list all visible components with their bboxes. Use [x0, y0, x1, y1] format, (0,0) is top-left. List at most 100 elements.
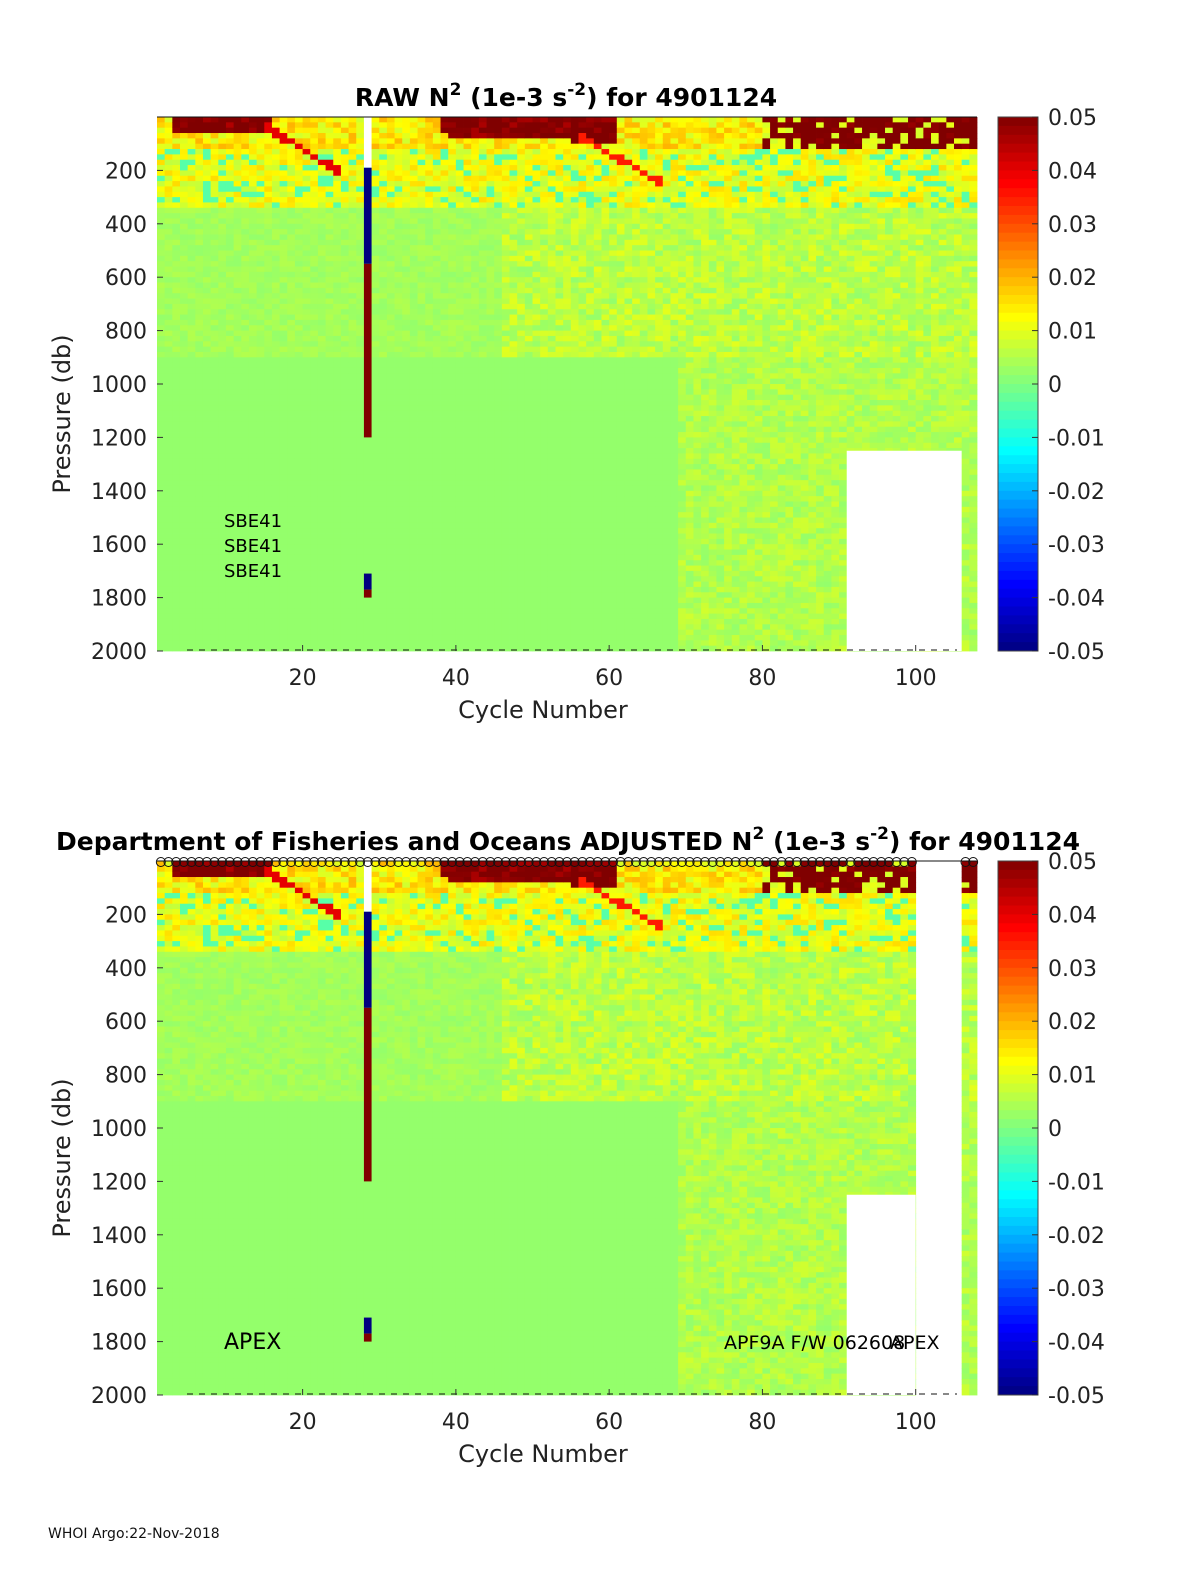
heatmap-cell [448, 490, 457, 497]
heatmap-cell [271, 645, 281, 652]
heatmap-cell [287, 346, 296, 353]
heatmap-cell [371, 170, 380, 177]
heatmap-cell [317, 234, 326, 241]
heatmap-cell [524, 480, 533, 486]
heatmap-cell [501, 250, 510, 257]
heatmap-cell [448, 640, 457, 647]
heatmap-cell [524, 405, 533, 412]
heatmap-cell [310, 186, 319, 193]
heatmap-cell [310, 410, 319, 417]
heatmap-cell [402, 341, 411, 348]
heatmap-cell [494, 261, 503, 267]
heatmap-cell [333, 448, 342, 454]
heatmap-cell [218, 239, 227, 246]
heatmap-cell [417, 624, 426, 631]
heatmap-cell [348, 544, 357, 550]
heatmap-cell [394, 394, 403, 401]
heatmap-cell [455, 464, 464, 470]
heatmap-cell [317, 629, 326, 636]
heatmap-cell [195, 287, 204, 294]
heatmap-cell [417, 480, 426, 486]
heatmap-cell [310, 570, 319, 577]
heatmap-cell [371, 303, 380, 310]
heatmap-cell [509, 245, 518, 251]
heatmap-cell [179, 624, 189, 631]
heatmap-cell [256, 426, 265, 433]
heatmap-cell [325, 271, 334, 278]
heatmap-cell [448, 335, 457, 342]
heatmap-cell [340, 400, 349, 406]
heatmap-cell [256, 533, 265, 540]
heatmap-cell [164, 405, 173, 412]
heatmap-cell [248, 416, 258, 422]
heatmap-cell [340, 143, 349, 150]
heatmap-cell [294, 239, 303, 246]
heatmap-cell [471, 576, 480, 582]
heatmap-cell [348, 143, 357, 150]
heatmap-cell [333, 277, 342, 283]
heatmap-cell [225, 287, 235, 294]
heatmap-cell [356, 565, 365, 572]
heatmap-cell [417, 149, 426, 155]
heatmap-cell [241, 528, 250, 534]
heatmap-cell [202, 576, 212, 582]
heatmap-cell [440, 528, 449, 534]
heatmap-cell [494, 634, 503, 641]
heatmap-cell [356, 330, 365, 337]
heatmap-cell [494, 581, 503, 588]
heatmap-cell [356, 143, 365, 150]
heatmap-cell [432, 138, 441, 145]
heatmap-cell [425, 405, 434, 412]
heatmap-cell [471, 202, 480, 209]
heatmap-cell [501, 122, 510, 129]
heatmap-cell [202, 133, 212, 139]
heatmap-cell [248, 255, 258, 262]
heatmap-cell [218, 389, 227, 396]
heatmap-cell [532, 480, 541, 486]
heatmap-cell [448, 586, 457, 593]
heatmap-cell [294, 544, 303, 550]
heatmap-cell [279, 400, 288, 406]
heatmap-cell [241, 432, 250, 438]
heatmap-cell [509, 474, 518, 481]
heatmap-cell [340, 480, 349, 486]
heatmap-cell [210, 453, 219, 460]
heatmap-cell [333, 143, 342, 150]
heatmap-cell [310, 373, 319, 380]
heatmap-cell [210, 624, 219, 631]
heatmap-cell [402, 325, 411, 331]
heatmap-cell [356, 277, 365, 283]
heatmap-cell [294, 618, 303, 625]
heatmap-cell [532, 154, 541, 161]
heatmap-cell [225, 341, 235, 348]
heatmap-cell [455, 570, 464, 577]
heatmap-cell [279, 384, 288, 390]
heatmap-cell [455, 458, 464, 465]
heatmap-cell [256, 613, 265, 620]
heatmap-cell [325, 464, 334, 470]
heatmap-cell [532, 186, 541, 193]
heatmap-cell [325, 469, 334, 476]
heatmap-cell [157, 255, 166, 262]
heatmap-cell [264, 618, 273, 625]
heatmap-cell [509, 175, 518, 182]
heatmap-cell [287, 309, 296, 315]
heatmap-cell [179, 629, 189, 636]
heatmap-cell [256, 453, 265, 460]
heatmap-cell [524, 207, 533, 214]
heatmap-cell [425, 469, 434, 476]
heatmap-cell [225, 127, 235, 134]
heatmap-cell [287, 175, 296, 182]
heatmap-cell [187, 378, 196, 385]
heatmap-cell [348, 602, 357, 609]
heatmap-cell [333, 528, 342, 534]
heatmap-cell [225, 165, 235, 171]
heatmap-cell [417, 271, 426, 278]
heatmap-cell [486, 485, 495, 492]
heatmap-cell [448, 613, 457, 620]
heatmap-cell [179, 640, 189, 647]
heatmap-cell [402, 410, 411, 417]
heatmap-cell [187, 458, 196, 465]
heatmap-cell [448, 378, 457, 385]
heatmap-cell [164, 453, 173, 460]
